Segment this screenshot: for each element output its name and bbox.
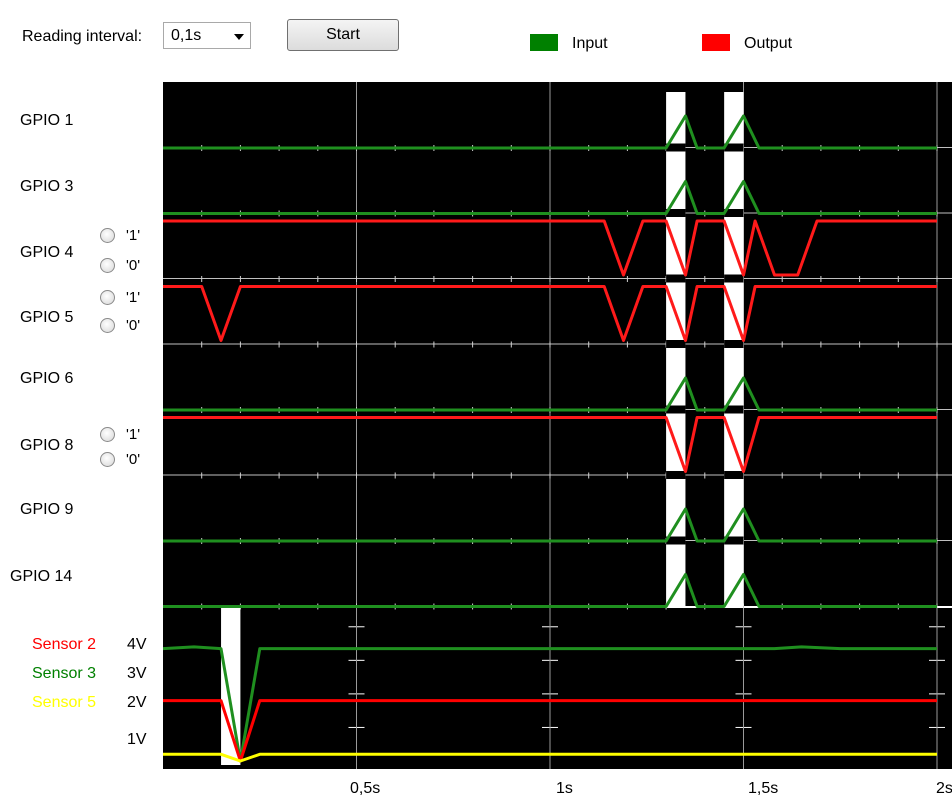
analog-trace-sensor-5 [163, 752, 937, 763]
sensor-label: Sensor 2 [32, 636, 97, 653]
digital-trace-gpio-1 [163, 114, 937, 150]
digital-trace-gpio-14 [163, 573, 937, 608]
analog-trace-sensor-3 [163, 645, 937, 763]
radio-label-1: '1' [126, 227, 141, 244]
gpio4-radio-1[interactable] [100, 228, 115, 243]
sensor-label: Sensor 3 [32, 665, 97, 682]
x-tick-label: 1,5s [748, 780, 779, 797]
data-gap-bar [666, 92, 686, 606]
y-tick-label: 4V [127, 636, 147, 653]
digital-trace-gpio-6 [163, 376, 937, 412]
chevron-down-icon[interactable] [234, 34, 244, 40]
legend-output-swatch [702, 34, 730, 51]
x-tick-label: 0,5s [350, 780, 381, 797]
reading-interval-select[interactable]: 0,1s [163, 22, 251, 49]
reading-interval-value: 0,1s [171, 27, 202, 44]
digital-trace-gpio-8 [163, 416, 937, 473]
gpio-label: GPIO 1 [20, 112, 74, 129]
radio-label-0: '0' [126, 257, 141, 274]
gpio-label: GPIO 4 [20, 244, 74, 261]
signal-chart [163, 82, 952, 769]
plot-background [163, 82, 952, 769]
digital-trace-gpio-9 [163, 507, 937, 543]
gpio-label: GPIO 8 [20, 437, 74, 454]
legend-input-swatch [530, 34, 558, 51]
gpio-label: GPIO 5 [20, 309, 74, 326]
y-tick-label: 2V [127, 694, 147, 711]
gpio-label: GPIO 14 [10, 568, 73, 585]
y-tick-label: 1V [127, 731, 147, 748]
gpio5-radio-1[interactable] [100, 290, 115, 305]
radio-label-0: '0' [126, 317, 141, 334]
radio-label-1: '1' [126, 289, 141, 306]
gap-notch [666, 536, 686, 545]
gpio8-radio-1[interactable] [100, 427, 115, 442]
gap-notch [666, 209, 686, 217]
gap-notch [666, 143, 686, 152]
gap-notch [666, 405, 686, 414]
gap-notch [724, 405, 744, 414]
y-tick-label: 3V [127, 665, 147, 682]
digital-trace-gpio-3 [163, 180, 937, 215]
sensor-label: Sensor 5 [32, 694, 97, 711]
data-gap-bar [724, 92, 744, 606]
x-tick-label: 2s [936, 780, 952, 797]
gpio-label: GPIO 3 [20, 178, 74, 195]
gpio-label: GPIO 9 [20, 501, 74, 518]
gap-notch [666, 471, 686, 479]
gap-notch [724, 209, 744, 217]
gpio-label: GPIO 6 [20, 370, 74, 387]
digital-trace-gpio-5 [163, 285, 937, 342]
digital-trace-gpio-4 [163, 219, 937, 277]
gap-notch [666, 274, 686, 283]
x-tick-label: 1s [556, 780, 573, 797]
gap-notch [666, 340, 686, 348]
legend-output-label: Output [744, 35, 793, 52]
radio-label-1: '1' [126, 426, 141, 443]
gap-notch [724, 536, 744, 545]
radio-label-0: '0' [126, 451, 141, 468]
gap-notch [724, 340, 744, 348]
gpio8-radio-0[interactable] [100, 452, 115, 467]
gpio5-radio-0[interactable] [100, 318, 115, 333]
gap-notch [724, 471, 744, 479]
start-button[interactable]: Start [287, 19, 399, 51]
reading-interval-label: Reading interval: [22, 28, 143, 45]
legend-input-label: Input [572, 35, 608, 52]
gap-notch [724, 274, 744, 283]
gpio4-radio-0[interactable] [100, 258, 115, 273]
gap-notch [724, 143, 744, 152]
